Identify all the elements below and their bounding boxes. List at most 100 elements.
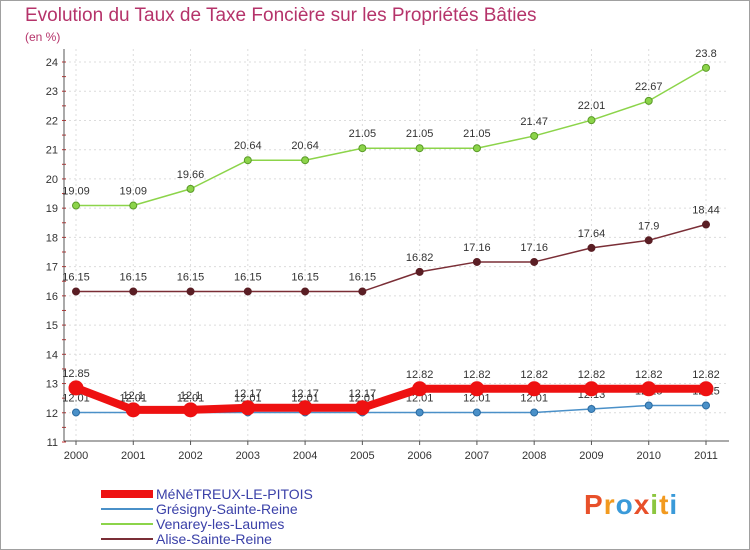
data-point-menetreux-le-pitois — [240, 400, 256, 416]
x-tick-label: 2009 — [579, 450, 603, 462]
y-tick-label: 19 — [46, 203, 58, 215]
data-label-venarey-les-laumes: 22.01 — [578, 100, 606, 112]
data-label-alise-sainte-reine: 17.9 — [638, 220, 659, 232]
data-label-alise-sainte-reine: 17.16 — [463, 242, 491, 254]
data-label-gresigny-sainte-reine: 12.01 — [234, 392, 262, 404]
data-label-gresigny-sainte-reine: 12.01 — [463, 392, 491, 404]
data-label-gresigny-sainte-reine: 12.01 — [406, 392, 434, 404]
data-label-alise-sainte-reine: 17.64 — [578, 228, 606, 240]
x-tick-label: 2004 — [293, 450, 317, 462]
data-label-alise-sainte-reine: 16.15 — [62, 271, 90, 283]
data-point-gresigny-sainte-reine — [472, 408, 481, 417]
data-label-menetreux-le-pitois: 12.17 — [291, 388, 319, 400]
data-label-venarey-les-laumes: 20.64 — [234, 140, 262, 152]
data-label-menetreux-le-pitois: 12.17 — [349, 388, 377, 400]
legend-label: MéNéTREUX-LE-PITOIS — [156, 486, 313, 502]
x-tick-label: 2006 — [407, 450, 431, 462]
data-point-alise-sainte-reine — [129, 287, 138, 296]
data-label-menetreux-le-pitois: 12.82 — [406, 369, 434, 381]
legend-swatch — [101, 490, 153, 498]
data-label-alise-sainte-reine: 16.15 — [234, 271, 262, 283]
legend-label: Alise-Sainte-Reine — [156, 531, 272, 547]
data-point-menetreux-le-pitois — [183, 402, 199, 418]
data-label-menetreux-le-pitois: 12.82 — [520, 369, 548, 381]
y-tick-label: 13 — [46, 379, 58, 391]
data-point-menetreux-le-pitois — [68, 380, 84, 396]
data-point-venarey-les-laumes — [644, 96, 653, 105]
x-tick-label: 2005 — [350, 450, 374, 462]
data-label-menetreux-le-pitois: 12.85 — [62, 368, 90, 380]
data-point-gresigny-sainte-reine — [415, 408, 424, 417]
data-label-gresigny-sainte-reine: 12.01 — [291, 392, 319, 404]
data-point-alise-sainte-reine — [702, 220, 710, 229]
data-label-alise-sainte-reine: 16.15 — [291, 271, 319, 283]
data-point-menetreux-le-pitois — [297, 400, 313, 416]
data-point-venarey-les-laumes — [587, 116, 596, 125]
data-label-menetreux-le-pitois: 12.82 — [578, 369, 606, 381]
x-tick-label: 2001 — [121, 450, 145, 462]
data-point-venarey-les-laumes — [415, 144, 424, 153]
data-label-venarey-les-laumes: 21.05 — [349, 128, 377, 140]
data-point-alise-sainte-reine — [530, 257, 539, 266]
logo-letter: t — [659, 489, 670, 520]
x-tick-label: 2010 — [636, 450, 660, 462]
data-label-gresigny-sainte-reine: 12.01 — [62, 392, 90, 404]
data-point-venarey-les-laumes — [243, 156, 252, 165]
x-tick-label: 2007 — [465, 450, 489, 462]
logo-letter: i — [669, 489, 679, 520]
y-tick-label: 18 — [46, 232, 58, 244]
data-point-venarey-les-laumes — [301, 156, 310, 165]
legend-swatch — [101, 508, 153, 510]
data-label-venarey-les-laumes: 22.67 — [635, 81, 663, 93]
data-point-alise-sainte-reine — [301, 287, 310, 296]
data-point-alise-sainte-reine — [587, 243, 596, 252]
data-point-alise-sainte-reine — [358, 287, 367, 296]
data-point-venarey-les-laumes — [472, 144, 481, 153]
data-label-venarey-les-laumes: 23.8 — [695, 48, 716, 60]
data-point-alise-sainte-reine — [472, 257, 481, 266]
data-label-venarey-les-laumes: 19.09 — [120, 186, 148, 198]
data-point-alise-sainte-reine — [644, 236, 653, 245]
data-point-menetreux-le-pitois — [354, 400, 370, 416]
x-tick-label: 2002 — [178, 450, 202, 462]
x-tick-label: 2000 — [64, 450, 88, 462]
data-point-venarey-les-laumes — [129, 201, 138, 210]
y-tick-label: 24 — [46, 57, 58, 69]
series-line-venarey-les-laumes — [76, 67, 707, 207]
logo-letter: x — [633, 489, 651, 520]
logo-letter: i — [650, 489, 660, 520]
data-point-venarey-les-laumes — [186, 184, 195, 193]
data-label-menetreux-le-pitois: 12.82 — [463, 369, 491, 381]
data-label-alise-sainte-reine: 18.44 — [692, 205, 720, 217]
data-label-menetreux-le-pitois: 12.17 — [234, 388, 262, 400]
data-label-menetreux-le-pitois: 12.82 — [635, 369, 663, 381]
data-point-menetreux-le-pitois — [412, 381, 428, 397]
x-tick-label: 2008 — [522, 450, 546, 462]
logo-letter: P — [584, 489, 604, 520]
logo-letter: o — [615, 489, 634, 520]
chart-title: Evolution du Taux de Taxe Foncière sur l… — [25, 5, 537, 26]
data-label-venarey-les-laumes: 21.47 — [520, 116, 548, 128]
data-label-venarey-les-laumes: 19.09 — [62, 186, 90, 198]
data-label-venarey-les-laumes: 21.05 — [463, 128, 491, 140]
data-point-venarey-les-laumes — [702, 63, 710, 72]
data-point-venarey-les-laumes — [358, 144, 367, 153]
y-tick-label: 16 — [46, 291, 58, 303]
data-label-gresigny-sainte-reine: 12.01 — [177, 392, 205, 404]
y-tick-label: 11 — [47, 437, 58, 449]
data-label-gresigny-sainte-reine: 12.01 — [520, 392, 548, 404]
data-label-alise-sainte-reine: 16.15 — [177, 271, 205, 283]
data-point-gresigny-sainte-reine — [72, 408, 80, 417]
data-point-venarey-les-laumes — [530, 131, 539, 140]
data-point-alise-sainte-reine — [243, 287, 252, 296]
data-point-alise-sainte-reine — [415, 267, 424, 276]
data-label-menetreux-le-pitois: 12.1 — [123, 390, 144, 402]
data-label-alise-sainte-reine: 17.16 — [520, 242, 548, 254]
data-label-venarey-les-laumes: 19.66 — [177, 169, 205, 181]
data-label-menetreux-le-pitois: 12.82 — [692, 369, 720, 381]
data-label-menetreux-le-pitois: 12.1 — [180, 390, 201, 402]
legend-swatch — [101, 523, 153, 525]
logo-letter: r — [603, 489, 616, 520]
series-line-menetreux-le-pitois — [74, 384, 706, 414]
